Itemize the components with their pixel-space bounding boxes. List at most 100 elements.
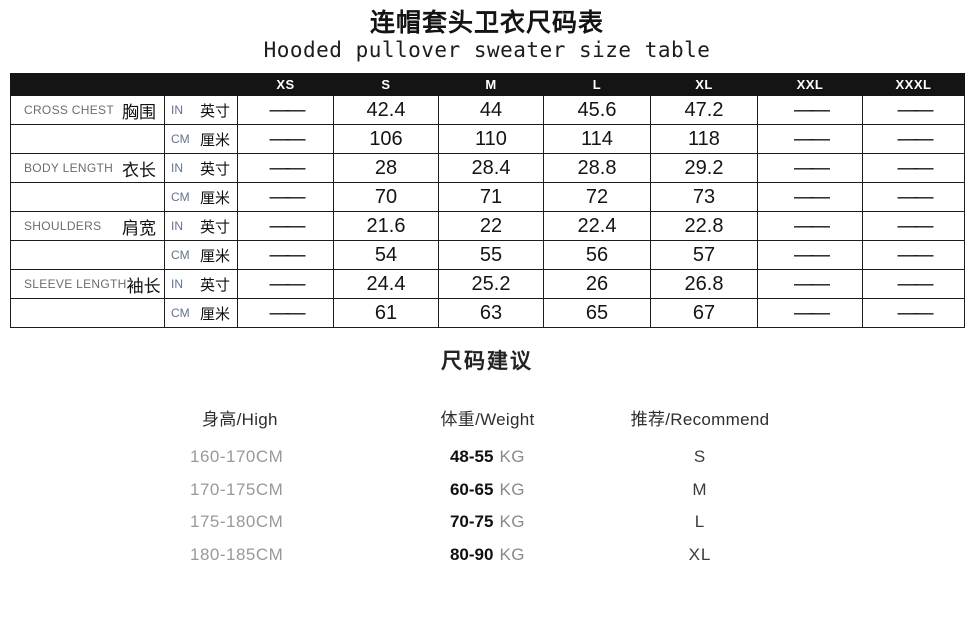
- size-value-cell: 26.8: [650, 269, 758, 299]
- size-value-cell: ——: [862, 124, 965, 154]
- measure-label-en: CROSS CHEST: [24, 103, 114, 117]
- size-value-cell: ——: [237, 298, 334, 328]
- measure-label-zh: 衣长: [122, 160, 156, 180]
- size-value-cell: 63: [438, 298, 544, 328]
- size-value-cell: 45.6: [543, 95, 651, 125]
- unit-cell: IN 英寸: [164, 153, 238, 183]
- table-row: SHOULDERS 肩宽 IN 英寸 —— 21.6 22 22.4 22.8 …: [10, 211, 965, 241]
- size-value-cell: ——: [862, 298, 965, 328]
- reco-header-weight: 体重/Weight: [440, 410, 535, 429]
- unit-cell: CM 厘米: [164, 298, 238, 328]
- size-value-cell: ——: [237, 95, 334, 125]
- unit-abbr: IN: [171, 103, 183, 117]
- unit-cell: IN 英寸: [164, 269, 238, 299]
- size-value-cell: 73: [650, 182, 758, 212]
- unit-cell: IN 英寸: [164, 95, 238, 125]
- unit-name-zh: 英寸: [199, 218, 230, 236]
- unit-cell: CM 厘米: [164, 240, 238, 270]
- size-value-cell: ——: [237, 124, 334, 154]
- size-value-cell: 114: [543, 124, 651, 154]
- size-value-cell: 61: [333, 298, 439, 328]
- reco-header-height: 身高/High: [202, 410, 278, 429]
- size-value-cell: 72: [543, 182, 651, 212]
- recommended-size-value: L: [694, 512, 706, 532]
- size-value-cell: ——: [237, 153, 334, 183]
- table-row: CM 厘米 —— 70 71 72 73 —— ——: [10, 182, 965, 212]
- size-value-cell: 110: [438, 124, 544, 154]
- unit-cell: CM 厘米: [164, 124, 238, 154]
- unit-abbr: IN: [171, 219, 183, 233]
- size-value-cell: 26: [543, 269, 651, 299]
- size-value-cell: 55: [438, 240, 544, 270]
- page-title: 连帽套头卫衣尺码表: [369, 9, 604, 37]
- size-value-cell: ——: [757, 124, 863, 154]
- size-value-cell: 67: [650, 298, 758, 328]
- size-value-cell: 24.4: [333, 269, 439, 299]
- size-value-cell: 56: [543, 240, 651, 270]
- reco-header-size: 推荐/Recommend: [630, 410, 770, 429]
- size-value-cell: 42.4: [333, 95, 439, 125]
- size-value-cell: 54: [333, 240, 439, 270]
- size-value-cell: 71: [438, 182, 544, 212]
- unit-cell: IN 英寸: [164, 211, 238, 241]
- weight-unit-label: KG: [499, 447, 526, 467]
- measure-label-cell: SHOULDERS 肩宽: [10, 211, 165, 241]
- recommended-size-value: M: [692, 479, 708, 499]
- size-value-cell: 70: [333, 182, 439, 212]
- size-recommendation-section: 尺码建议 身高/High 体重/Weight 推荐/Recommend 160-…: [0, 345, 974, 571]
- table-row: CM 厘米 —— 106 110 114 118 —— ——: [10, 124, 965, 154]
- measure-label-en: BODY LENGTH: [24, 161, 114, 175]
- size-value-cell: ——: [862, 182, 965, 212]
- unit-abbr: CM: [171, 132, 190, 146]
- height-range-value: 160-170CM: [190, 447, 284, 467]
- size-value-cell: 21.6: [333, 211, 439, 241]
- recommendation-table: 身高/High 体重/Weight 推荐/Recommend 160-170CM…: [190, 405, 974, 571]
- size-table: XS S M L XL XXL XXXL CROSS CHEST 胸围 IN 英…: [10, 73, 965, 328]
- measure-label-zh: 袖长: [126, 276, 161, 296]
- header-size-m: M: [438, 73, 544, 96]
- measure-label-cell: [10, 298, 165, 328]
- table-row: CM 厘米 —— 54 55 56 57 —— ——: [10, 240, 965, 270]
- weight-range-value: 48-55: [449, 447, 494, 467]
- size-value-cell: 65: [543, 298, 651, 328]
- size-value-cell: 28.4: [438, 153, 544, 183]
- weight-unit-label: KG: [499, 512, 526, 532]
- header-size-xxl: XXL: [757, 73, 863, 96]
- size-value-cell: 106: [333, 124, 439, 154]
- size-table-header-row: XS S M L XL XXL XXXL: [10, 73, 965, 96]
- header-spacer-measure: [10, 73, 165, 96]
- unit-name-zh: 英寸: [199, 160, 230, 178]
- unit-name-zh: 厘米: [199, 305, 230, 323]
- size-value-cell: 28: [333, 153, 439, 183]
- size-value-cell: 118: [650, 124, 758, 154]
- size-value-cell: ——: [237, 240, 334, 270]
- recommendation-heading: 尺码建议: [441, 350, 533, 373]
- size-value-cell: 22: [438, 211, 544, 241]
- size-value-cell: ——: [757, 211, 863, 241]
- header-size-xxxl: XXXL: [862, 73, 965, 96]
- weight-unit-label: KG: [499, 479, 526, 499]
- size-value-cell: ——: [757, 269, 863, 299]
- measure-label-cell: CROSS CHEST 胸围: [10, 95, 165, 125]
- size-value-cell: ——: [862, 211, 965, 241]
- measure-label-cell: BODY LENGTH 衣长: [10, 153, 165, 183]
- unit-abbr: CM: [171, 190, 190, 204]
- size-value-cell: 47.2: [650, 95, 758, 125]
- header-spacer-unit: [164, 73, 238, 96]
- header-size-l: L: [543, 73, 651, 96]
- height-range-value: 170-175CM: [190, 479, 284, 499]
- unit-name-zh: 英寸: [199, 276, 230, 294]
- size-value-cell: ——: [757, 240, 863, 270]
- recommended-size-value: XL: [688, 544, 712, 564]
- unit-name-zh: 英寸: [199, 102, 230, 120]
- header-size-s: S: [333, 73, 439, 96]
- table-row: SLEEVE LENGTH 袖长 IN 英寸 —— 24.4 25.2 26 2…: [10, 269, 965, 299]
- size-value-cell: 44: [438, 95, 544, 125]
- size-value-cell: 22.8: [650, 211, 758, 241]
- weight-range-value: 80-90: [449, 544, 494, 564]
- unit-name-zh: 厘米: [199, 247, 230, 265]
- unit-abbr: IN: [171, 161, 183, 175]
- measure-label-cell: [10, 124, 165, 154]
- page-subtitle: Hooded pullover sweater size table: [263, 38, 711, 62]
- table-row: CROSS CHEST 胸围 IN 英寸 —— 42.4 44 45.6 47.…: [10, 95, 965, 125]
